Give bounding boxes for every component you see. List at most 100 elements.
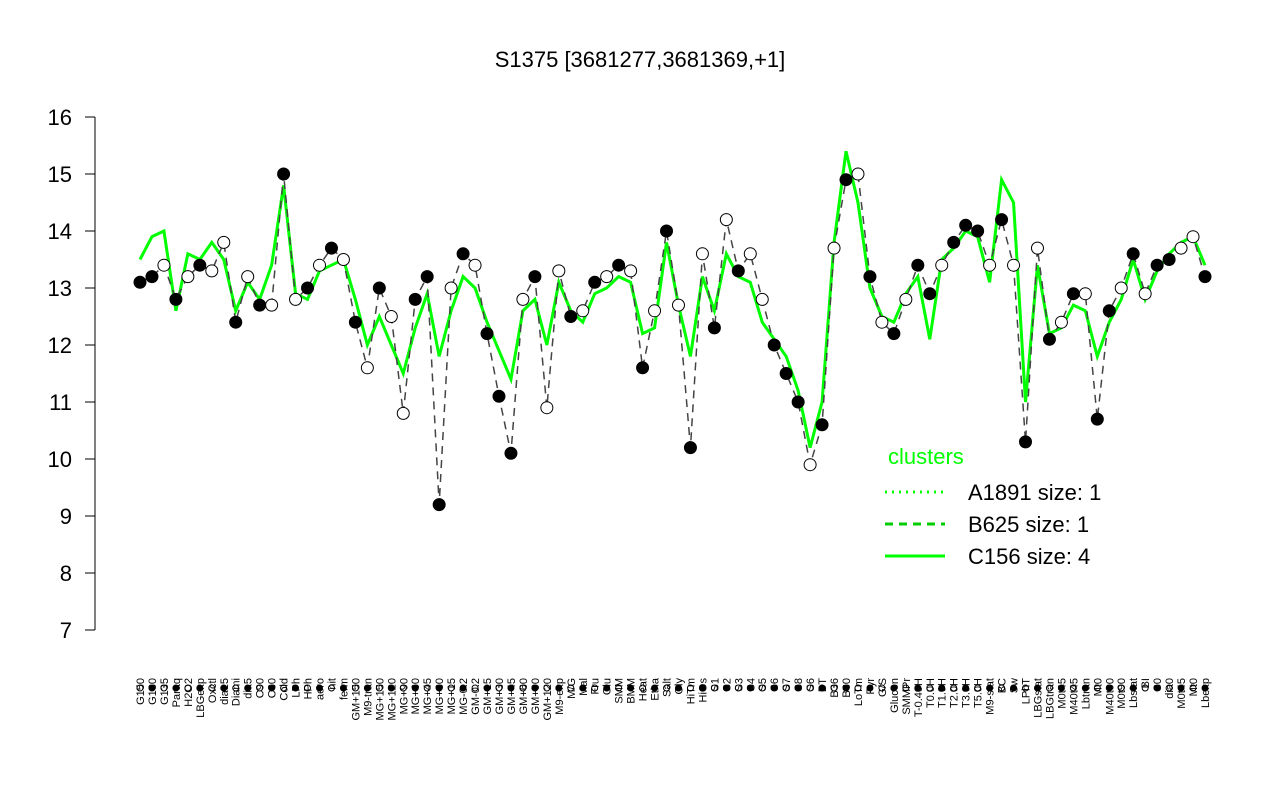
x-tick-label: H2O2 [183, 678, 195, 707]
point [564, 310, 578, 323]
x-tick-label: G150 [135, 678, 147, 705]
y-tick-label: 12 [48, 333, 72, 358]
x-tick-dot [663, 684, 671, 692]
x-tick-label: MG+120 [386, 678, 398, 721]
x-tick-label: Etha [650, 677, 662, 701]
point [743, 247, 757, 261]
x-tick-dot [1033, 684, 1041, 692]
y-tick-label: 15 [48, 162, 72, 187]
point [1174, 241, 1188, 255]
point [181, 270, 195, 284]
point [995, 213, 1009, 227]
point [145, 270, 159, 284]
point [1138, 287, 1152, 301]
x-tick-label: M/G [566, 678, 578, 699]
x-tick-label: dia5 [243, 678, 255, 699]
x-tick-dot [1081, 684, 1089, 692]
point [588, 275, 602, 289]
x-tick-dot [794, 684, 802, 692]
point [1162, 253, 1176, 266]
x-tick-dot [531, 684, 539, 692]
point [576, 304, 590, 318]
x-tick-dot [1045, 684, 1053, 692]
point [408, 292, 422, 306]
y-tick-label: 13 [48, 276, 72, 301]
x-tick-dot [854, 684, 862, 692]
x-tick-dot [232, 684, 240, 692]
x-tick-label: Mal [578, 678, 590, 696]
x-tick-dot [938, 684, 946, 692]
point [432, 498, 446, 512]
point [468, 258, 482, 272]
x-tick-label: BMM [626, 678, 638, 704]
x-tick-dot [651, 684, 659, 692]
x-tick-label: MG+45 [422, 678, 434, 714]
x-tick-label: LBGexp [195, 678, 207, 718]
x-tick-label: M0t45 [1056, 678, 1068, 709]
x-tick-dot [483, 684, 491, 692]
x-tick-label: LPhT [1021, 678, 1033, 705]
x-tick-label: Salt [662, 678, 674, 697]
y-tick-label: 14 [48, 219, 72, 244]
point [336, 253, 350, 266]
point [731, 264, 745, 278]
point [755, 292, 769, 306]
x-tick-dot [830, 684, 838, 692]
chart-title: S1375 [3681277,3681369,+1] [495, 47, 786, 72]
x-tick-label: T3.0H [961, 678, 973, 708]
x-tick-dot [974, 684, 982, 692]
x-tick-dot [244, 684, 252, 692]
point [1114, 281, 1128, 295]
point [396, 406, 410, 420]
x-tick-dot [543, 684, 551, 692]
x-tick-label: T5.0H [973, 678, 985, 708]
x-tick-label: LBGstat [1032, 678, 1044, 718]
legend-title: clusters [888, 444, 964, 469]
x-tick-dot [411, 684, 419, 692]
x-tick-label: SMM [614, 678, 626, 704]
point [1090, 412, 1104, 426]
point [1186, 230, 1200, 244]
x-tick-dot [567, 684, 575, 692]
x-tick-dot [1117, 684, 1125, 692]
x-tick-dot [722, 684, 730, 692]
point [301, 281, 315, 295]
point [169, 292, 183, 306]
x-tick-dot [914, 684, 922, 692]
x-tick-label: nit [326, 678, 338, 690]
point [1102, 304, 1116, 318]
x-tick-dot [256, 684, 264, 692]
point [516, 292, 530, 306]
x-tick-label: T0.0H [925, 678, 937, 708]
x-tick-dot [698, 684, 706, 692]
x-tick-label: LoTm [853, 678, 865, 706]
x-tick-label: Paraq [171, 678, 183, 707]
x-tick-label: M9-exp [554, 678, 566, 715]
x-tick-dot [902, 684, 910, 692]
x-tick-label: dia0 [1164, 678, 1176, 699]
x-tick-dot [495, 684, 503, 692]
x-tick-dot [519, 684, 527, 692]
point [1078, 287, 1092, 301]
x-tick-dot [1069, 684, 1077, 692]
x-tick-dot [591, 684, 599, 692]
x-tick-label: Mt0 [1188, 678, 1200, 696]
x-tick-dot [1022, 684, 1030, 692]
point [803, 458, 817, 472]
x-tick-label: GM+120 [542, 678, 554, 721]
legend-label: B625 size: 1 [968, 512, 1089, 537]
x-tick-dot [220, 684, 228, 692]
y-tick-label: 10 [48, 447, 72, 472]
point [1126, 247, 1140, 261]
x-tick-label: S7 [781, 678, 793, 691]
x-tick-dot [746, 684, 754, 692]
x-tick-label: GM+150 [350, 678, 362, 721]
point [1030, 241, 1044, 255]
point [1198, 270, 1212, 284]
x-tick-dot [818, 684, 826, 692]
x-tick-label: Cold [279, 678, 291, 701]
x-tick-dot [998, 684, 1006, 692]
point [241, 270, 255, 284]
point [312, 258, 326, 272]
